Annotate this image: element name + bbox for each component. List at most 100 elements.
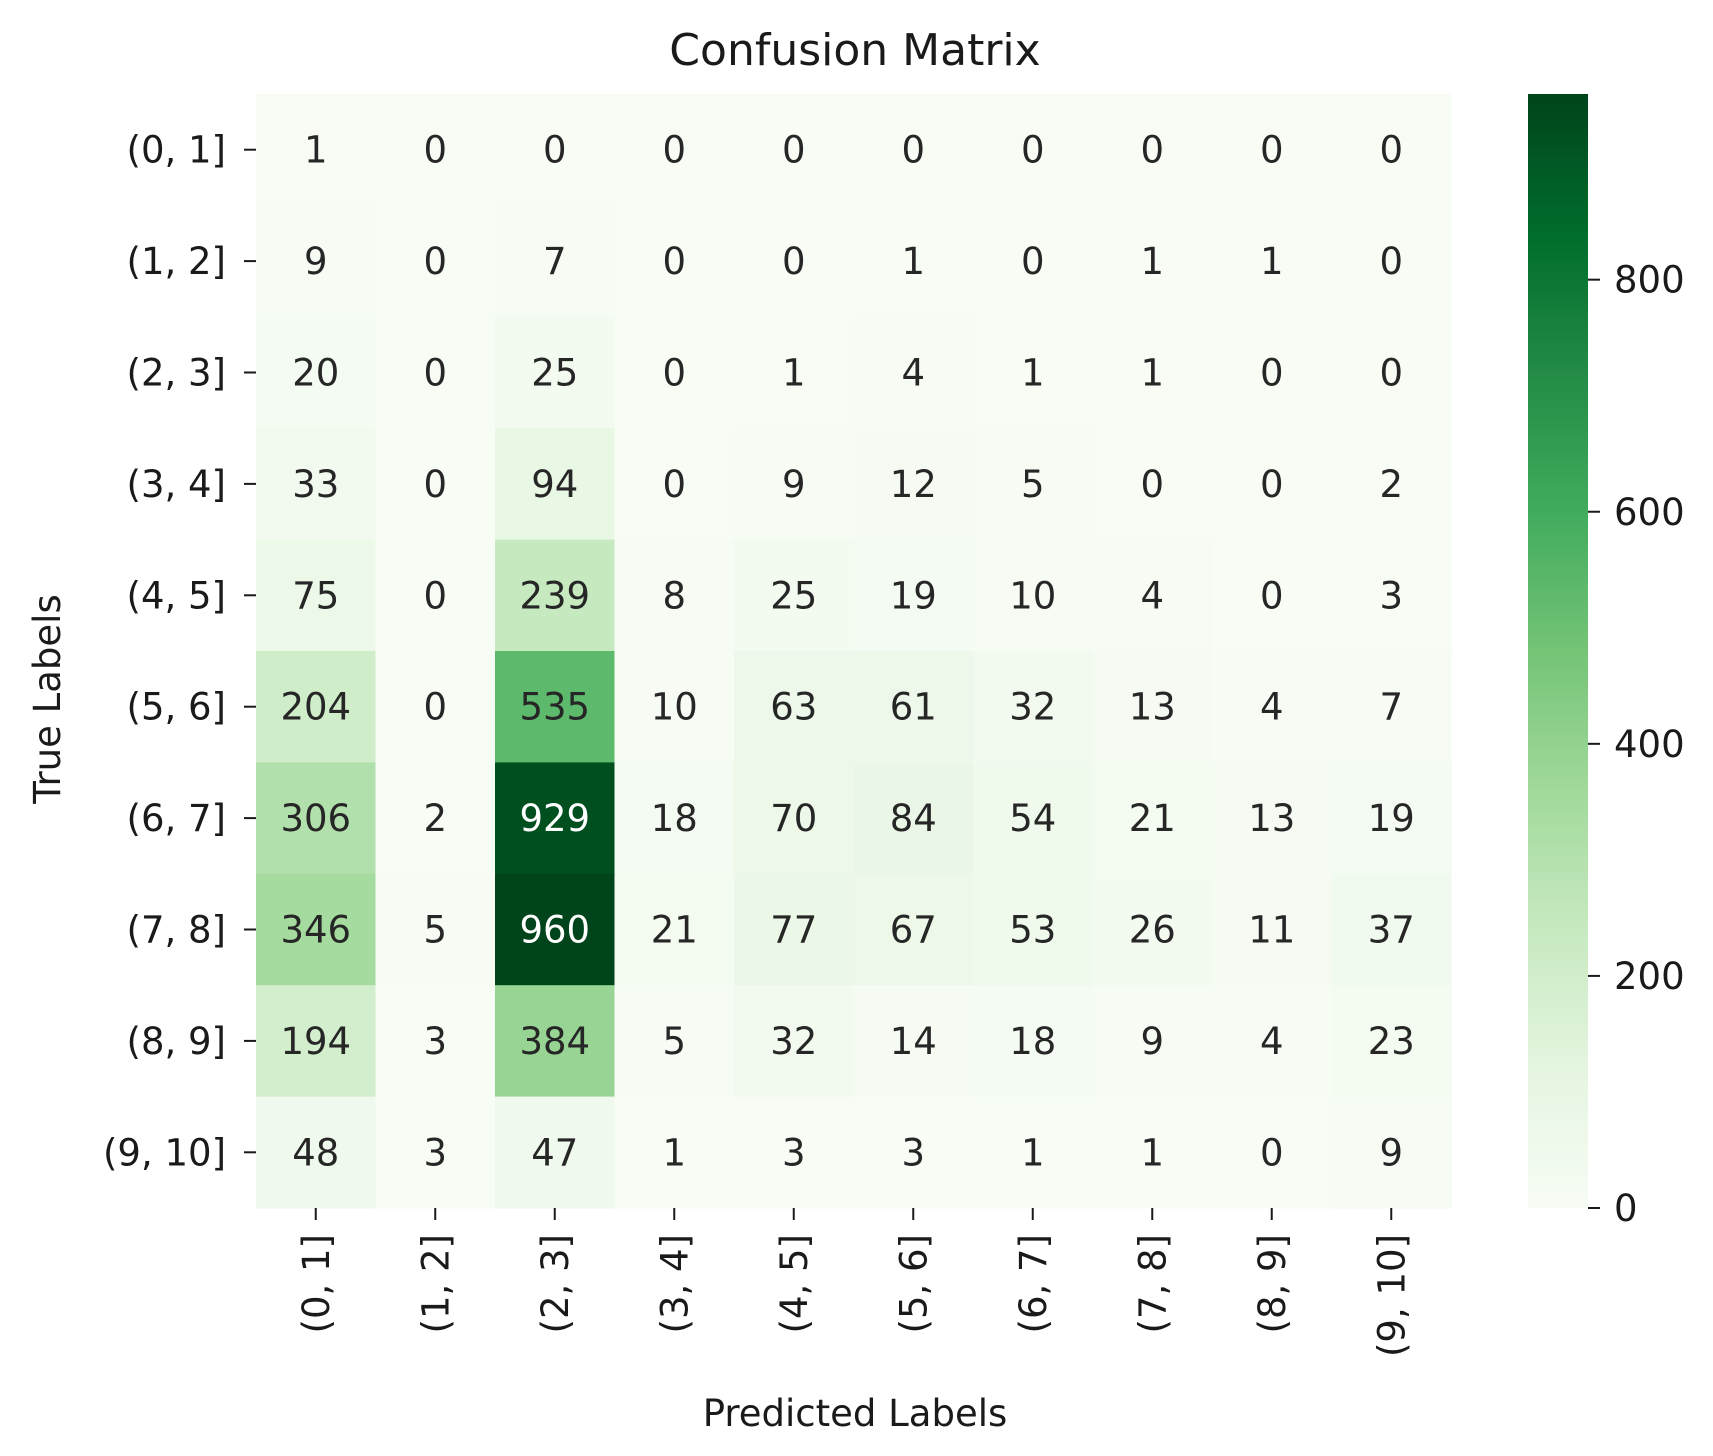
cell-value-label: 1	[1260, 240, 1284, 283]
heatmap-cell	[1331, 428, 1452, 541]
heatmap-cell	[1092, 985, 1213, 1098]
cell-value-label: 23	[1368, 1020, 1415, 1063]
cell-value-label: 9	[782, 463, 806, 506]
cell-value-label: 3	[782, 1131, 806, 1174]
heatmap-cell	[853, 651, 974, 763]
cell-value-label: 0	[423, 240, 447, 283]
heatmap-cell	[495, 651, 616, 763]
cell-value-label: 33	[292, 463, 339, 506]
heatmap-cell	[734, 94, 855, 206]
heatmap-cell	[973, 539, 1094, 652]
heatmap-cell	[1331, 94, 1452, 206]
heatmap-cell	[375, 651, 496, 763]
heatmap-cell	[1092, 316, 1213, 429]
cell-value-label: 0	[423, 129, 447, 172]
heatmap-cell	[614, 94, 735, 206]
cell-value-label: 26	[1129, 909, 1176, 952]
cell-value-label: 4	[1260, 686, 1284, 729]
colorbar-ticks: 0 200 400 600 800	[1588, 259, 1685, 1230]
heatmap-cell	[734, 428, 855, 541]
cell-value-label: 0	[662, 240, 686, 283]
heatmap-cell	[1212, 428, 1333, 541]
heatmap-cell	[1331, 651, 1452, 763]
heatmap-cell	[1092, 539, 1213, 652]
cell-value-label: 346	[280, 909, 351, 952]
cell-value-label: 61	[890, 686, 937, 729]
cell-value-label: 1	[1140, 240, 1164, 283]
cell-value-label: 75	[292, 574, 339, 617]
heatmap-cell	[1212, 205, 1333, 318]
cell-value-label: 53	[1009, 909, 1056, 952]
heatmap-cell	[256, 94, 377, 206]
cell-value-label: 37	[1368, 909, 1415, 952]
heatmap-cell	[495, 205, 616, 318]
x-tick-label: (6, 7]	[1012, 1234, 1055, 1333]
cell-value-label: 1	[1021, 1131, 1045, 1174]
heatmap-cell	[614, 873, 735, 986]
cell-value-label: 5	[1021, 463, 1045, 506]
heatmap-cell	[614, 428, 735, 541]
chart-title: Confusion Matrix	[669, 25, 1040, 76]
cell-value-label: 19	[1368, 797, 1415, 840]
cell-value-label: 10	[1009, 574, 1056, 617]
cell-value-label: 535	[519, 686, 590, 729]
x-tick-label: (0, 1]	[295, 1234, 338, 1333]
cell-value-label: 929	[519, 797, 590, 840]
heatmap-cell	[1331, 539, 1452, 652]
heatmap-cell	[973, 205, 1094, 318]
cell-value-label: 0	[423, 686, 447, 729]
heatmap-cell	[853, 539, 974, 652]
heatmap-cell	[973, 316, 1094, 429]
heatmap-cell	[1092, 94, 1213, 206]
heatmap-cell	[1331, 985, 1452, 1098]
heatmap-cell	[375, 1096, 496, 1209]
heatmap-cell	[375, 205, 496, 318]
colorbar-tick-label: 400	[1614, 723, 1685, 766]
heatmap-cell	[1212, 873, 1333, 986]
heatmap-cell	[256, 205, 377, 318]
cell-value-label: 1	[1021, 352, 1045, 395]
heatmap-cell	[734, 762, 855, 875]
colorbar-tick-label: 0	[1614, 1187, 1638, 1230]
y-tick-label: (3, 4]	[127, 463, 226, 506]
cell-value-label: 0	[1140, 129, 1164, 172]
heatmap-cell	[1212, 539, 1333, 652]
heatmap-cell	[614, 985, 735, 1098]
cell-value-label: 7	[1379, 686, 1403, 729]
cell-value-label: 10	[651, 686, 698, 729]
x-tick-label: (4, 5]	[773, 1234, 816, 1333]
heatmap-cell	[973, 873, 1094, 986]
heatmap-cell	[614, 316, 735, 429]
heatmap-cells	[256, 94, 1452, 1209]
heatmap-cell	[853, 94, 974, 206]
heatmap-cell	[256, 1096, 377, 1209]
heatmap-cell	[614, 762, 735, 875]
cell-value-label: 0	[782, 240, 806, 283]
y-tick-label: (4, 5]	[127, 574, 226, 617]
y-tick-label: (6, 7]	[127, 797, 226, 840]
y-axis-ticks: (0, 1] (1, 2] (2, 3] (3, 4] (4, 5] (5, 6] (6, …	[103, 129, 256, 1174]
cell-value-label: 25	[531, 352, 578, 395]
y-tick-label: (2, 3]	[127, 352, 226, 395]
cell-value-label: 1	[1140, 352, 1164, 395]
heatmap-cell	[973, 762, 1094, 875]
cell-value-label: 0	[1379, 352, 1403, 395]
cell-value-label: 3	[901, 1131, 925, 1174]
cell-value-label: 384	[519, 1020, 590, 1063]
heatmap-cell	[375, 428, 496, 541]
heatmap-cell	[614, 651, 735, 763]
cell-value-label: 0	[1260, 352, 1284, 395]
cell-value-label: 0	[1379, 129, 1403, 172]
heatmap-cell	[375, 539, 496, 652]
heatmap-cell	[256, 539, 377, 652]
heatmap-cell	[1092, 205, 1213, 318]
heatmap-cell	[1092, 1096, 1213, 1209]
heatmap-cell	[1331, 316, 1452, 429]
heatmap-cell	[734, 651, 855, 763]
heatmap-cell	[614, 1096, 735, 1209]
colorbar-tick-label: 800	[1614, 259, 1685, 302]
heatmap-cell	[256, 428, 377, 541]
cell-value-label: 67	[890, 909, 937, 952]
heatmap-cell	[853, 873, 974, 986]
y-tick-label: (5, 6]	[127, 686, 226, 729]
